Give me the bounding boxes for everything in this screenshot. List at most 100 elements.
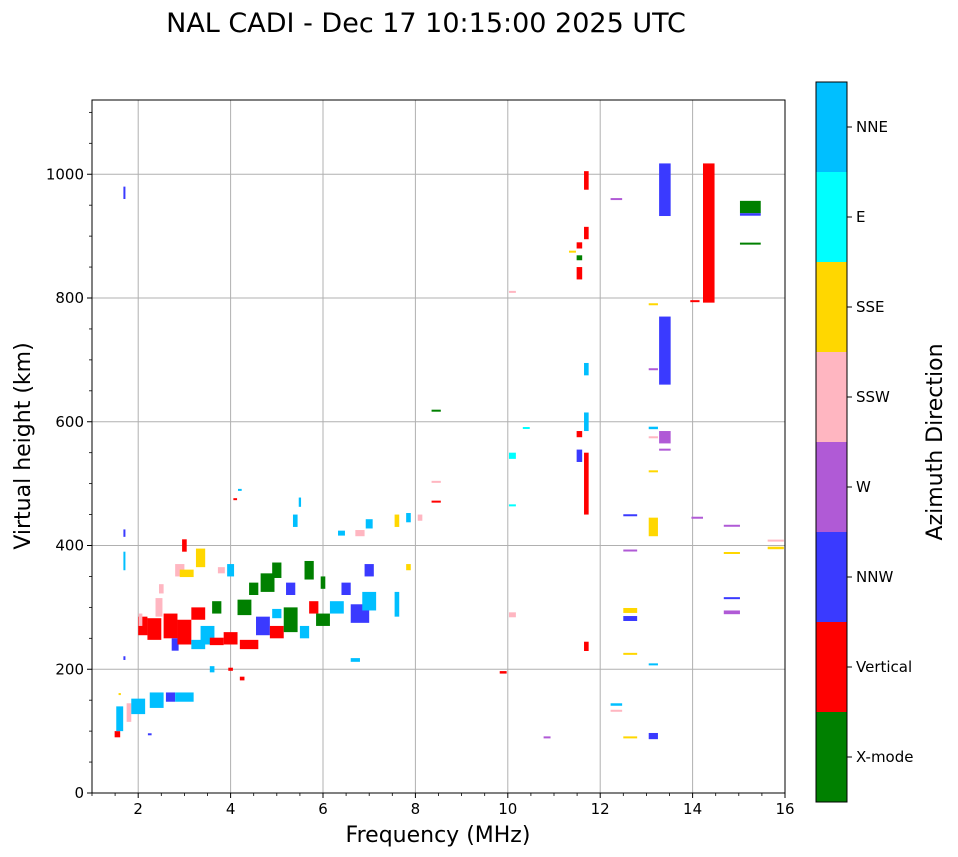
echo-point [191, 639, 206, 650]
echo-point [191, 607, 206, 620]
echo-point [114, 731, 121, 738]
echo-point [623, 549, 638, 552]
x-tick-label: 16 [775, 800, 794, 818]
echo-point [272, 562, 282, 578]
echo-point [723, 597, 740, 600]
echo-point [237, 599, 252, 616]
colorbar-label: Azimuth Direction [923, 343, 948, 540]
echo-point [123, 656, 126, 660]
colorbar-tick-label: SSE [856, 298, 885, 316]
colorbar-tick-label: E [856, 208, 865, 226]
echo-point [508, 612, 516, 618]
echo-point [212, 601, 222, 614]
echo-point [165, 692, 176, 702]
echo-point [123, 529, 126, 537]
echo-point [155, 598, 163, 617]
echo-point [623, 736, 638, 739]
echo-point [394, 591, 400, 617]
echo-point [217, 567, 225, 574]
echo-point [739, 200, 761, 214]
y-tick-label: 800 [55, 289, 84, 307]
x-tick-label: 12 [591, 800, 610, 818]
echo-point [522, 427, 530, 430]
echo-point [431, 409, 441, 412]
echo-point [320, 576, 326, 589]
echo-point [659, 448, 671, 451]
echo-point [659, 316, 671, 385]
echo-point [355, 530, 365, 537]
echo-point [118, 693, 121, 696]
echo-point [569, 250, 576, 253]
x-axis-label: Frequency (MHz) [346, 823, 531, 848]
echo-point [182, 539, 187, 552]
echo-point [209, 637, 224, 646]
echo-point [365, 519, 373, 529]
echo-point [179, 569, 194, 578]
echo-point [723, 524, 740, 527]
echo-point [228, 667, 233, 671]
echo-point [610, 709, 623, 712]
chart-title: NAL CADI - Dec 17 10:15:00 2025 UTC [166, 8, 686, 39]
echo-point [158, 584, 164, 594]
echo-point [584, 171, 589, 190]
echo-point [227, 564, 235, 577]
echo-point [394, 514, 400, 527]
echo-point [126, 703, 132, 722]
echo-point [260, 573, 275, 592]
echo-point [610, 198, 623, 201]
echo-point [338, 530, 345, 536]
echo-point [249, 582, 259, 595]
echo-point [341, 582, 351, 595]
y-tick-label: 400 [55, 537, 84, 555]
echo-point [659, 163, 671, 217]
echo-point [239, 676, 245, 681]
colorbar-segment [816, 532, 847, 622]
y-tick-label: 200 [55, 660, 84, 678]
echo-point [283, 607, 298, 633]
colorbar: X-mode Vertical NNW W SSW SSE E NNE [815, 81, 913, 803]
x-tick-label: 8 [411, 800, 421, 818]
y-axis-label: Virtual height (km) [11, 342, 36, 549]
echo-point [767, 539, 784, 542]
echo-point [298, 497, 302, 507]
colorbar-segment [816, 172, 847, 262]
echo-point [508, 504, 516, 507]
echo-point [623, 607, 638, 613]
y-tick-label: 1000 [46, 165, 84, 183]
echo-point [702, 163, 715, 303]
echo-point [239, 639, 259, 650]
echo-point [171, 638, 179, 651]
echo-point [292, 514, 298, 527]
echo-point [350, 658, 360, 662]
x-tick-label: 4 [226, 800, 236, 818]
echo-point [431, 500, 441, 503]
echo-point [163, 613, 178, 639]
echo-point [406, 564, 411, 571]
echo-point [648, 470, 658, 473]
echo-point [309, 601, 319, 614]
echo-point [623, 652, 638, 655]
echo-point [723, 551, 740, 554]
echo-point [131, 698, 146, 715]
echo-point [690, 300, 700, 303]
echo-point [364, 564, 374, 577]
echo-point [138, 616, 148, 636]
colorbar-segment [816, 622, 847, 712]
echo-point [286, 582, 296, 595]
echo-point [508, 290, 516, 293]
echo-point [508, 452, 516, 459]
x-tick-label: 2 [133, 800, 143, 818]
echo-point [576, 431, 583, 438]
echo-point [648, 436, 658, 439]
echo-point [233, 498, 238, 501]
echo-point [739, 242, 761, 245]
echo-point [329, 601, 344, 614]
echo-point [123, 186, 126, 199]
echo-point [223, 632, 238, 645]
echo-point [499, 671, 507, 674]
colorbar-tick-label: NNE [856, 118, 888, 136]
colorbar-tick-label: X-mode [856, 748, 913, 766]
echo-point [362, 591, 377, 611]
